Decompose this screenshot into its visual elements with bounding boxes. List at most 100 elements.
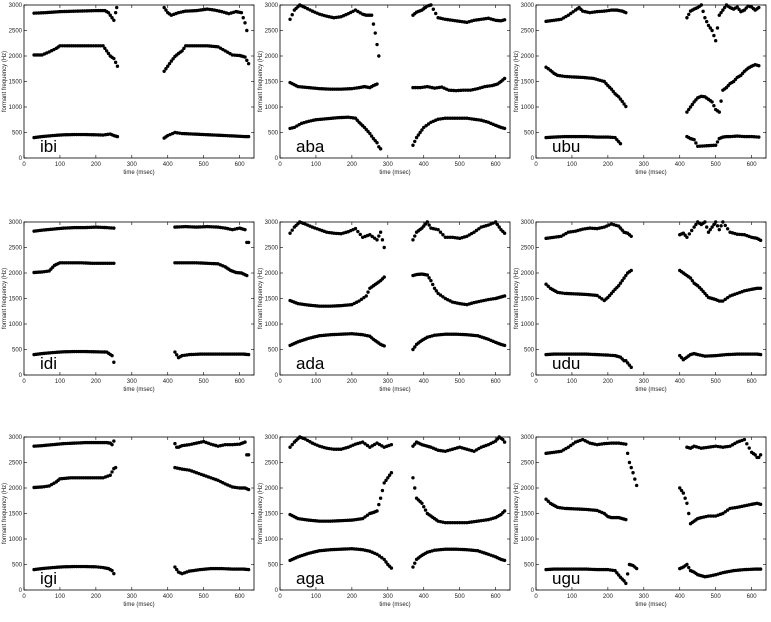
data-point-f3: [434, 11, 438, 16]
data-point-f2: [429, 278, 433, 283]
y-tick-label: 2000: [265, 54, 279, 60]
data-point-f1: [715, 140, 720, 144]
data-point-f3: [634, 483, 639, 488]
data-point-f1: [692, 137, 696, 142]
y-tick-label: 1500: [265, 512, 279, 518]
data-point-f1: [112, 571, 116, 576]
data-point-f3: [411, 238, 415, 242]
data-point-f1: [453, 116, 457, 120]
panel-label-aga: aga: [296, 569, 325, 588]
data-point-f2: [721, 299, 725, 303]
data-point-f1: [758, 352, 763, 357]
y-tick-label: 1500: [521, 80, 535, 86]
x-tick-label: 500: [455, 379, 466, 385]
data-point-f2: [432, 286, 437, 290]
data-point-f2: [688, 276, 693, 280]
y-tick-label: 2000: [521, 486, 535, 492]
data-point-f2: [620, 278, 624, 283]
y-tick-label: 1000: [9, 537, 23, 543]
data-point-f2: [411, 85, 415, 90]
data-point-f2: [624, 273, 628, 278]
data-point-f2: [245, 58, 249, 63]
data-point-f2: [446, 520, 450, 525]
y-tick-label: 2000: [9, 54, 23, 60]
panel-label-idi: idi: [40, 354, 57, 373]
data-point-f2: [712, 104, 716, 108]
data-point-f3: [758, 238, 763, 243]
y-tick-label: 0: [19, 156, 23, 162]
data-point-f3: [373, 31, 377, 35]
data-point-f3: [245, 28, 249, 33]
data-point-f3: [502, 231, 507, 235]
data-point-f2: [384, 478, 388, 483]
data-point-f3: [717, 227, 721, 232]
data-point-f2: [546, 499, 550, 503]
data-point-f3: [443, 235, 448, 239]
y-tick-label: 2500: [265, 246, 279, 252]
data-point-f3: [685, 16, 689, 20]
data-point-f2: [427, 276, 431, 280]
data-point-f2: [609, 87, 614, 91]
plot-frame: [279, 4, 511, 159]
data-point-f2: [112, 56, 116, 61]
data-point-f3: [288, 445, 292, 449]
data-point-f3: [723, 223, 727, 228]
data-point-f3: [173, 441, 177, 446]
data-point-f2: [719, 99, 723, 103]
panel-label-igi: igi: [40, 569, 57, 588]
data-point-f1: [713, 143, 718, 147]
data-point-f3: [290, 442, 294, 447]
x-tick-label: 100: [311, 162, 322, 168]
data-point-f3: [368, 233, 372, 237]
x-tick-label: 400: [419, 379, 430, 385]
data-point-f3: [631, 471, 635, 475]
data-point-f2: [101, 44, 105, 48]
x-axis-label: time (msec): [123, 387, 154, 393]
data-point-f1: [110, 353, 114, 358]
data-point-f2: [463, 88, 468, 92]
data-point-f2: [502, 294, 507, 298]
data-point-f3: [722, 5, 727, 10]
data-point-f2: [60, 44, 65, 48]
y-tick-label: 500: [268, 563, 279, 569]
data-point-f2: [690, 278, 695, 283]
data-point-f3: [360, 440, 365, 444]
plot-frame: [535, 221, 767, 376]
data-point-f1: [411, 143, 415, 147]
data-point-f3: [742, 437, 747, 442]
data-point-f1: [377, 554, 382, 558]
data-point-f2: [377, 502, 381, 507]
data-point-f3: [694, 222, 698, 227]
y-tick-label: 2500: [521, 29, 535, 35]
y-tick-label: 1500: [521, 512, 535, 518]
data-point-f2: [544, 497, 548, 501]
data-point-f3: [713, 39, 718, 43]
data-point-f2: [502, 509, 507, 513]
data-point-f2: [725, 508, 730, 512]
x-tick-label: 0: [278, 594, 282, 600]
data-point-f3: [427, 223, 431, 227]
y-tick-label: 3000: [265, 435, 279, 441]
data-point-f3: [685, 235, 689, 239]
data-point-f3: [737, 7, 741, 12]
data-point-f2: [246, 487, 251, 492]
data-point-f3: [710, 28, 714, 33]
data-point-f3: [441, 233, 445, 237]
x-tick-label: 300: [639, 162, 650, 168]
x-tick-label: 300: [127, 594, 138, 600]
data-point-f3: [566, 445, 571, 449]
data-point-f3: [472, 230, 476, 234]
data-point-f2: [380, 488, 385, 493]
x-tick-label: 500: [711, 594, 722, 600]
data-point-f3: [334, 447, 339, 451]
chart-panel-udu: 0 100 200 300 400 500 600 0 500 1000 1500 2000 2500 3…: [514, 220, 767, 393]
data-point-f3: [629, 465, 633, 470]
y-tick-label: 1500: [265, 80, 279, 86]
y-tick-label: 1500: [9, 80, 23, 86]
data-point-f2: [416, 85, 420, 90]
x-tick-label: 600: [491, 379, 502, 385]
x-tick-label: 400: [163, 594, 174, 600]
data-point-f2: [706, 514, 711, 518]
data-point-f2: [375, 509, 379, 513]
panel-label-ubu: ubu: [552, 137, 580, 156]
